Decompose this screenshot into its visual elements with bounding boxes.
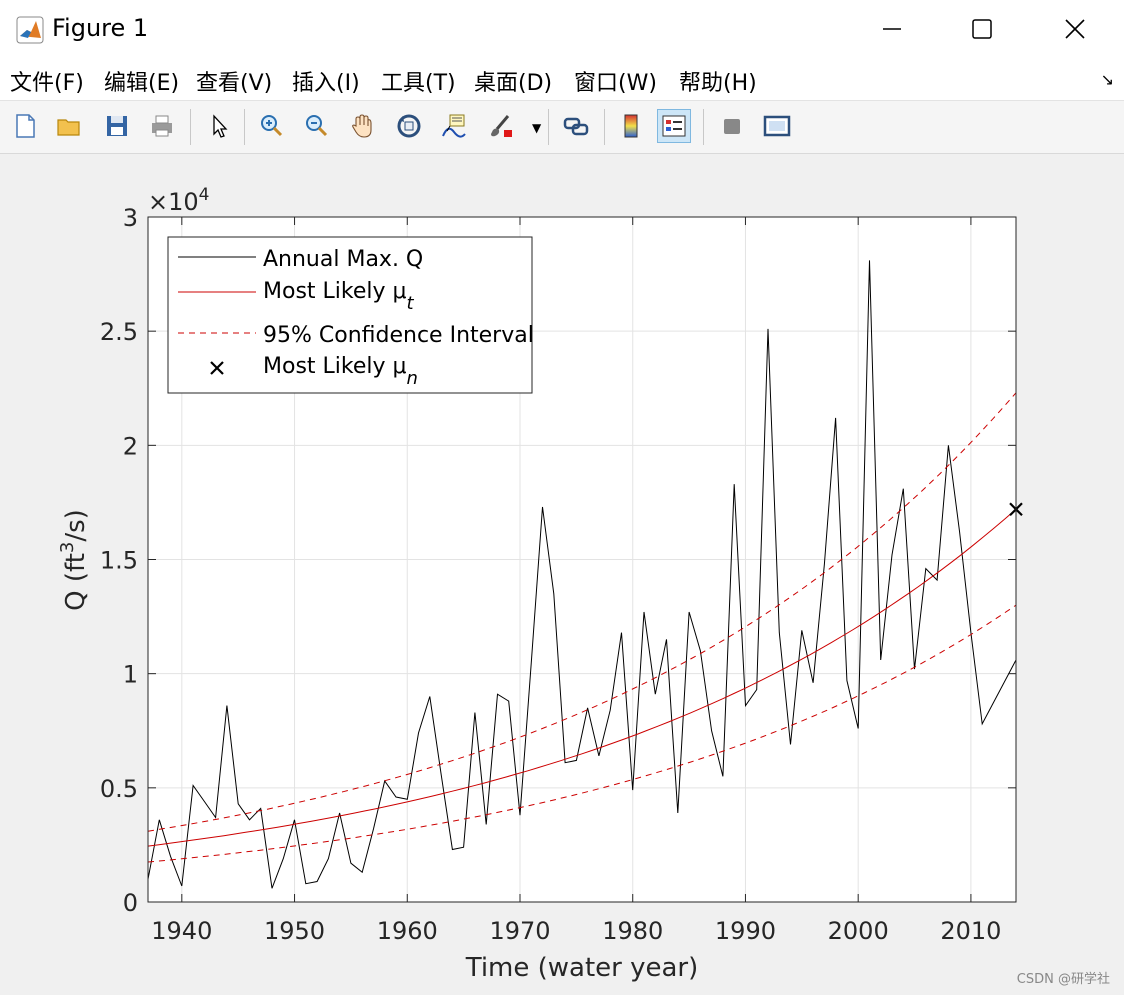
y-tick-label: 1.5	[100, 547, 138, 575]
menu-expand-icon[interactable]: ↘	[1100, 70, 1114, 89]
save-icon[interactable]	[100, 109, 134, 143]
y-tick-label: 2	[123, 432, 138, 460]
rotate-3d-icon[interactable]	[392, 109, 426, 143]
title-bar: Figure 1	[0, 0, 1124, 58]
maximize-button[interactable]	[952, 8, 1012, 50]
x-tick-label: 1940	[151, 917, 212, 945]
menu-help[interactable]: 帮助(H)	[679, 71, 757, 96]
edit-plot-pointer-icon[interactable]	[202, 109, 236, 143]
hide-tools-icon[interactable]	[715, 109, 749, 143]
colorbar-icon[interactable]	[614, 109, 648, 143]
print-icon[interactable]	[145, 109, 179, 143]
y-tick-label: 1	[123, 661, 138, 689]
menu-file[interactable]: 文件(F)	[10, 71, 84, 96]
y-axis-label: Q (ft3/s)	[57, 509, 91, 611]
x-axis-label: Time (water year)	[465, 953, 699, 983]
pan-hand-icon[interactable]	[345, 109, 379, 143]
open-file-icon[interactable]	[52, 109, 86, 143]
legend-label-annual: Annual Max. Q	[263, 247, 423, 272]
y-exponent-label: ×104	[148, 185, 209, 216]
watermark: CSDN @研学社	[1016, 972, 1110, 987]
menu-window[interactable]: 窗口(W)	[574, 71, 657, 96]
zoom-in-icon[interactable]	[254, 109, 288, 143]
x-tick-label: 1990	[715, 917, 776, 945]
brush-icon[interactable]	[484, 109, 518, 143]
menu-tools[interactable]: 工具(T)	[381, 71, 456, 96]
x-tick-label: 1950	[264, 917, 325, 945]
minimize-button[interactable]	[862, 8, 922, 50]
y-tick-label: 0	[123, 889, 138, 917]
y-tick-label: 2.5	[100, 318, 138, 346]
series-annual-max-q	[147, 260, 1017, 889]
chart-figure: 1940 1950 1960 1970 1980 1990 2000 2010 0 0.5 1 1.5…	[57, 185, 1023, 983]
figure-toolbar: ▼	[0, 100, 1124, 154]
link-plot-icon[interactable]	[559, 109, 593, 143]
menu-insert[interactable]: 插入(I)	[292, 71, 360, 96]
legend-label-mu-t: Most Likely μt	[263, 279, 415, 314]
minimize-icon	[883, 28, 901, 30]
x-tick-label: 1980	[602, 917, 663, 945]
legend[interactable]: Annual Max. Q Most Likely μt 95% Confide…	[167, 236, 534, 394]
legend-icon[interactable]	[657, 109, 691, 143]
window-title: Figure 1	[52, 14, 149, 42]
menu-desktop[interactable]: 桌面(D)	[474, 71, 553, 96]
menu-view[interactable]: 查看(V)	[196, 71, 273, 96]
matlab-logo-icon	[16, 16, 44, 44]
x-tick-label: 2010	[940, 917, 1001, 945]
maximize-icon	[972, 19, 992, 39]
y-tick-label: 0.5	[100, 775, 138, 803]
new-figure-icon[interactable]	[8, 109, 42, 143]
x-tick-label: 2000	[828, 917, 889, 945]
brush-dropdown-icon[interactable]: ▼	[532, 121, 542, 135]
series-most-likely-mu-t	[147, 508, 1017, 847]
menu-bar: 文件(F) 编辑(E) 查看(V) 插入(I) 工具(T) 桌面(D) 窗口(W…	[0, 58, 1124, 100]
x-tick-label: 1960	[377, 917, 438, 945]
zoom-out-icon[interactable]	[299, 109, 333, 143]
legend-label-ci: 95% Confidence Interval	[263, 323, 534, 348]
ticks: 1940 1950 1960 1970 1980 1990 2000 2010 0 0.5 1 1.5…	[100, 204, 1016, 945]
y-tick-label: 3	[123, 204, 138, 232]
series-ci-upper	[147, 392, 1017, 832]
x-tick-label: 1970	[489, 917, 550, 945]
menu-edit[interactable]: 编辑(E)	[104, 71, 180, 96]
legend-swatch-mu-n	[210, 361, 224, 375]
close-icon	[1065, 19, 1085, 39]
legend-label-mu-n: Most Likely μn	[263, 354, 418, 389]
dock-icon[interactable]	[760, 109, 794, 143]
close-button[interactable]	[1045, 8, 1105, 50]
series-ci-lower	[147, 604, 1017, 863]
data-cursor-icon[interactable]	[437, 109, 471, 143]
data-series	[147, 260, 1023, 889]
